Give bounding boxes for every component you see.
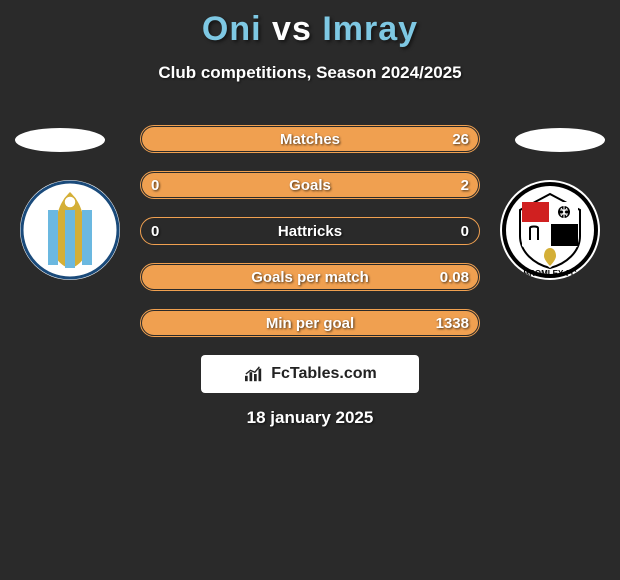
stat-label: Min per goal bbox=[266, 315, 354, 332]
stat-row: Matches 26 bbox=[140, 125, 480, 153]
branding-text: FcTables.com bbox=[271, 365, 377, 383]
player1-club-crest bbox=[20, 180, 120, 280]
bromley-crest-icon: BROMLEY·FC bbox=[500, 180, 600, 280]
chart-icon bbox=[243, 365, 265, 383]
stats-container: Matches 26 0 Goals 2 0 Hattricks 0 Goals per mat… bbox=[140, 125, 480, 355]
svg-text:BROMLEY·FC: BROMLEY·FC bbox=[523, 269, 577, 278]
colchester-crest-icon bbox=[20, 180, 120, 280]
stat-value-left: 0 bbox=[151, 177, 159, 194]
player2-avatar-placeholder bbox=[515, 128, 605, 152]
stat-value-left: 0 bbox=[151, 223, 159, 240]
stat-row: 0 Hattricks 0 bbox=[140, 217, 480, 245]
comparison-title: Oni vs Imray bbox=[0, 10, 620, 49]
stat-value-right: 0 bbox=[461, 223, 469, 240]
player1-avatar-placeholder bbox=[15, 128, 105, 152]
stat-value-right: 2 bbox=[461, 177, 469, 194]
snapshot-date: 18 january 2025 bbox=[0, 408, 620, 428]
player1-name: Oni bbox=[202, 10, 262, 48]
stat-row: Min per goal 1338 bbox=[140, 309, 480, 337]
stat-row: Goals per match 0.08 bbox=[140, 263, 480, 291]
player2-name: Imray bbox=[322, 10, 418, 48]
stat-value-right: 26 bbox=[452, 131, 469, 148]
player2-club-crest: BROMLEY·FC bbox=[500, 180, 600, 280]
stat-value-right: 1338 bbox=[436, 315, 469, 332]
stat-row: 0 Goals 2 bbox=[140, 171, 480, 199]
fctables-branding: FcTables.com bbox=[201, 355, 419, 393]
stat-label: Matches bbox=[280, 131, 340, 148]
stat-label: Goals per match bbox=[251, 269, 369, 286]
vs-separator: vs bbox=[272, 10, 312, 48]
season-subtitle: Club competitions, Season 2024/2025 bbox=[0, 63, 620, 83]
stat-label: Hattricks bbox=[278, 223, 342, 240]
stat-label: Goals bbox=[289, 177, 331, 194]
stat-value-right: 0.08 bbox=[440, 269, 469, 286]
